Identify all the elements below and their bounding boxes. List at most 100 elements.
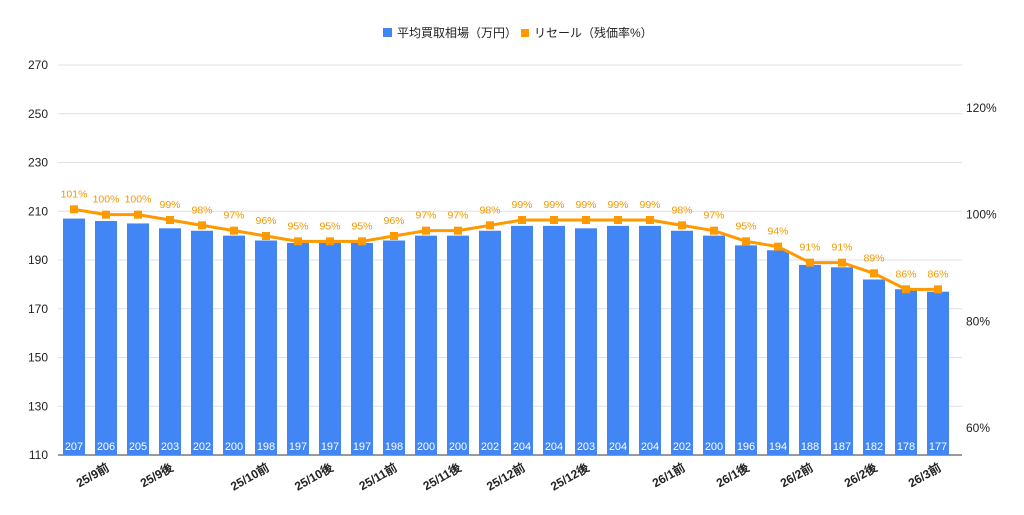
- line-point: [262, 232, 270, 240]
- line-point: [102, 210, 110, 219]
- line-point: [550, 216, 558, 224]
- line-value-label: 99%: [159, 199, 180, 211]
- bar-value-label: 197: [289, 441, 307, 453]
- line-point: [870, 269, 878, 278]
- line-value-label: 100%: [125, 194, 152, 206]
- bar: [799, 264, 821, 455]
- line-value-label: 96%: [383, 215, 404, 227]
- left-tick-label: 230: [28, 156, 48, 170]
- left-tick-label: 110: [29, 448, 48, 462]
- resale-line: [73, 207, 938, 291]
- line-point: [934, 285, 942, 294]
- line-point: [326, 237, 334, 246]
- bar-value-label: 187: [833, 441, 851, 453]
- line-value-label: 97%: [703, 210, 724, 222]
- line-point: [614, 216, 622, 224]
- bar-value-label: 200: [225, 441, 243, 453]
- line-value-label: 95%: [735, 220, 756, 232]
- bar: [351, 242, 373, 455]
- bar: [895, 289, 917, 455]
- line-value-label: 95%: [351, 220, 372, 232]
- bar-value-label: 200: [705, 441, 723, 453]
- line-value-label: 101%: [61, 188, 88, 200]
- bar: [927, 291, 949, 455]
- bar: [447, 235, 469, 455]
- bar: [511, 225, 533, 455]
- bar: [575, 228, 597, 455]
- left-tick-label: 170: [28, 302, 48, 316]
- line-value-label: 99%: [575, 199, 596, 211]
- left-tick-label: 250: [28, 107, 48, 121]
- bar-value-label: 207: [65, 441, 83, 453]
- bar: [767, 250, 789, 455]
- line-value-label: 95%: [287, 220, 308, 232]
- bar: [383, 240, 405, 455]
- bar-value-label: 202: [673, 441, 691, 453]
- bar-value-label: 204: [545, 441, 563, 453]
- bar-value-label: 203: [161, 441, 179, 453]
- left-tick-label: 190: [28, 253, 48, 267]
- x-tick-label: 26/1前: [649, 460, 687, 491]
- line-point: [582, 216, 590, 224]
- legend-label-line: リセール（残価率%）: [534, 25, 653, 40]
- bar: [639, 225, 661, 455]
- bar: [191, 230, 213, 455]
- line-value-label: 99%: [607, 199, 628, 211]
- bar-value-label: 202: [193, 441, 211, 453]
- line-point: [134, 210, 142, 219]
- bar: [159, 228, 181, 455]
- line-point: [198, 221, 206, 230]
- line-point: [678, 221, 686, 230]
- bar: [703, 235, 725, 455]
- line-value-label: 98%: [671, 204, 692, 216]
- line-value-label: 96%: [255, 215, 276, 227]
- line-point: [230, 226, 238, 235]
- line-value-label: 89%: [863, 252, 884, 264]
- line-point: [358, 237, 366, 246]
- line-value-label: 97%: [223, 210, 244, 222]
- line-value-label: 97%: [447, 210, 468, 222]
- bar-value-label: 198: [257, 441, 275, 453]
- bar-value-label: 182: [865, 441, 883, 453]
- line-point: [294, 237, 302, 246]
- x-tick-label: 25/11後: [420, 459, 464, 493]
- bar: [95, 221, 117, 455]
- x-tick-label: 25/12前: [484, 460, 528, 494]
- bar-value-label: 203: [577, 441, 595, 453]
- bar: [415, 235, 437, 455]
- bar: [287, 242, 309, 455]
- bar-value-label: 178: [897, 441, 915, 453]
- line-value-label: 99%: [511, 199, 532, 211]
- line-value-label: 99%: [639, 199, 660, 211]
- line-value-label: 91%: [799, 242, 820, 254]
- line-point: [806, 258, 814, 267]
- bar: [671, 230, 693, 455]
- bar-value-label: 194: [769, 441, 787, 453]
- bar-value-label: 198: [385, 441, 403, 453]
- x-tick-label: 25/10後: [292, 459, 337, 494]
- line-point: [486, 221, 494, 230]
- line-point: [518, 216, 526, 224]
- legend: 平均買取相場（万円） リセール（残価率%）: [383, 25, 653, 40]
- left-tick-label: 130: [28, 399, 48, 413]
- x-tick-label: 25/11前: [356, 460, 399, 494]
- left-tick-label: 270: [28, 58, 48, 72]
- line-point: [774, 242, 782, 251]
- left-tick-label: 210: [28, 204, 48, 218]
- bar: [63, 218, 85, 455]
- bar-value-label: 197: [353, 441, 371, 453]
- line-value-label: 97%: [415, 210, 436, 222]
- bar-value-label: 177: [929, 441, 947, 453]
- bar: [223, 235, 245, 455]
- line-value-label: 86%: [927, 268, 948, 280]
- x-tick-label: 26/3前: [905, 460, 943, 491]
- line-point: [710, 226, 718, 235]
- line-point: [390, 232, 398, 240]
- bar-value-label: 196: [737, 441, 755, 453]
- x-tick-label: 25/10前: [228, 460, 272, 494]
- x-tick-label: 25/9後: [137, 459, 176, 490]
- bar: [127, 223, 149, 455]
- line-value-label: 94%: [767, 226, 788, 238]
- line-value-label: 95%: [319, 220, 340, 232]
